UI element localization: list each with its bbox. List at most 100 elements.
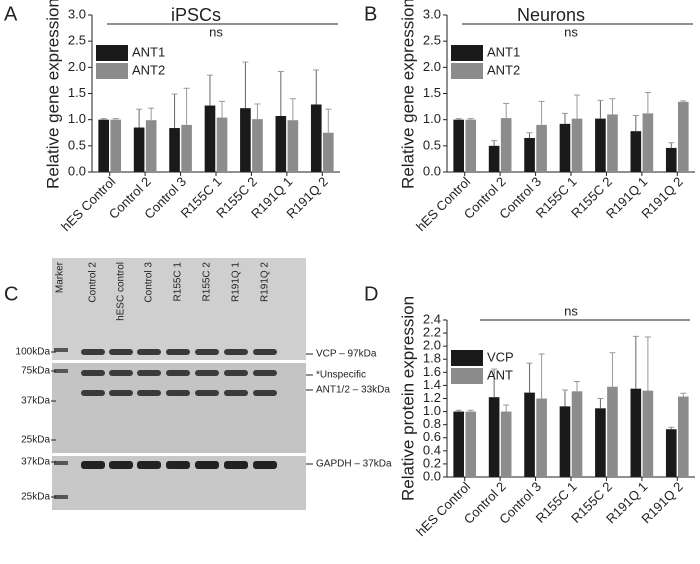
lane-label: Marker xyxy=(55,261,66,293)
bar xyxy=(665,429,677,477)
bar xyxy=(275,116,287,172)
legend-label: VCP xyxy=(487,349,514,364)
bar xyxy=(169,128,180,172)
x-tick-label: hES Control xyxy=(58,174,118,234)
legend-swatch xyxy=(96,63,128,79)
panel-label: C xyxy=(4,283,18,305)
legend-label: ANT1 xyxy=(487,44,520,59)
panel-label: A xyxy=(4,3,18,25)
bar xyxy=(145,120,157,172)
blot-band xyxy=(166,461,190,469)
bar xyxy=(216,117,228,172)
blot-strip xyxy=(52,363,306,453)
panel-label: B xyxy=(364,3,377,25)
blot-band xyxy=(253,390,277,396)
bar xyxy=(607,114,618,172)
blot-band xyxy=(224,349,248,355)
bar xyxy=(665,147,677,172)
y-tick-label: 1.2 xyxy=(423,390,441,405)
significance-label: ns xyxy=(209,24,223,39)
blot-band xyxy=(109,349,133,355)
bar xyxy=(240,108,251,172)
blot-band xyxy=(137,461,161,469)
y-tick-label: 1.6 xyxy=(423,364,441,379)
y-tick-label: 1.0 xyxy=(423,403,441,418)
bar xyxy=(571,118,583,172)
blot-strip xyxy=(52,258,306,360)
y-tick-label: 2.0 xyxy=(68,59,86,74)
bar xyxy=(595,118,606,172)
bar xyxy=(559,406,571,477)
x-tick-label: hES Control xyxy=(413,479,473,539)
blot-band xyxy=(224,370,248,376)
band-label: GAPDH – 37kDa xyxy=(316,459,392,470)
y-tick-label: 0.0 xyxy=(423,468,441,483)
lane-label: R155C 2 xyxy=(202,262,213,302)
blot-band xyxy=(137,370,161,376)
y-tick-label: 2.5 xyxy=(68,33,86,48)
bar xyxy=(524,392,535,477)
y-tick-label: 0.2 xyxy=(423,455,441,470)
y-tick-label: 0.6 xyxy=(423,429,441,444)
legend-label: ANT2 xyxy=(132,62,165,77)
bar xyxy=(488,397,500,477)
y-tick-label: 2.0 xyxy=(423,338,441,353)
bar xyxy=(181,124,192,172)
marker-band xyxy=(54,348,68,352)
lane-label: hESC control xyxy=(116,262,127,321)
bar xyxy=(630,388,642,477)
bar xyxy=(500,118,512,172)
y-tick-label: 1.4 xyxy=(423,377,441,392)
bar xyxy=(287,120,299,172)
bar xyxy=(133,127,145,172)
blot-band xyxy=(166,370,190,376)
blot-band xyxy=(195,390,219,396)
bar xyxy=(453,119,465,172)
blot-band xyxy=(81,349,105,355)
marker-label: 75kDa xyxy=(21,366,50,377)
bar xyxy=(310,104,322,172)
y-tick-label: 3.0 xyxy=(68,6,86,21)
y-tick-label: 2.2 xyxy=(423,325,441,340)
bar xyxy=(204,105,216,172)
y-tick-label: 2.0 xyxy=(423,59,441,74)
bar xyxy=(465,411,477,477)
blot-band xyxy=(81,390,105,396)
blot-band xyxy=(81,461,105,469)
band-label: *Unspecific xyxy=(316,370,366,381)
bar xyxy=(252,119,263,172)
lane-label: R155C 1 xyxy=(173,262,184,302)
lane-label: Control 3 xyxy=(144,262,155,303)
legend-swatch xyxy=(451,63,483,79)
y-axis-label: Relative protein expression xyxy=(398,296,417,501)
bar xyxy=(571,391,583,477)
blot-band xyxy=(253,349,277,355)
bar xyxy=(500,411,512,477)
y-tick-label: 3.0 xyxy=(423,6,441,21)
y-tick-label: 0.0 xyxy=(68,163,86,178)
blot-band xyxy=(137,390,161,396)
bar xyxy=(559,123,571,172)
blot-band xyxy=(166,390,190,396)
panel-label: D xyxy=(364,283,378,305)
bar xyxy=(536,398,547,477)
band-label: VCP – 97kDa xyxy=(316,349,377,360)
legend-label: ANT1 xyxy=(132,44,165,59)
y-tick-label: 0.4 xyxy=(423,442,441,457)
lane-label: R191Q 1 xyxy=(231,262,242,302)
bar xyxy=(642,113,654,172)
bar xyxy=(453,411,465,477)
legend-label: ANT2 xyxy=(487,62,520,77)
bar xyxy=(110,119,122,172)
y-tick-label: 1.0 xyxy=(68,111,86,126)
bar xyxy=(488,145,500,172)
y-tick-label: 1.5 xyxy=(68,85,86,100)
marker-band xyxy=(54,495,68,499)
marker-label: 37kDa xyxy=(21,396,50,407)
y-tick-label: 1.8 xyxy=(423,351,441,366)
blot-band xyxy=(109,390,133,396)
lane-label: Control 2 xyxy=(88,262,99,303)
bar xyxy=(524,137,535,172)
y-tick-label: 0.8 xyxy=(423,416,441,431)
